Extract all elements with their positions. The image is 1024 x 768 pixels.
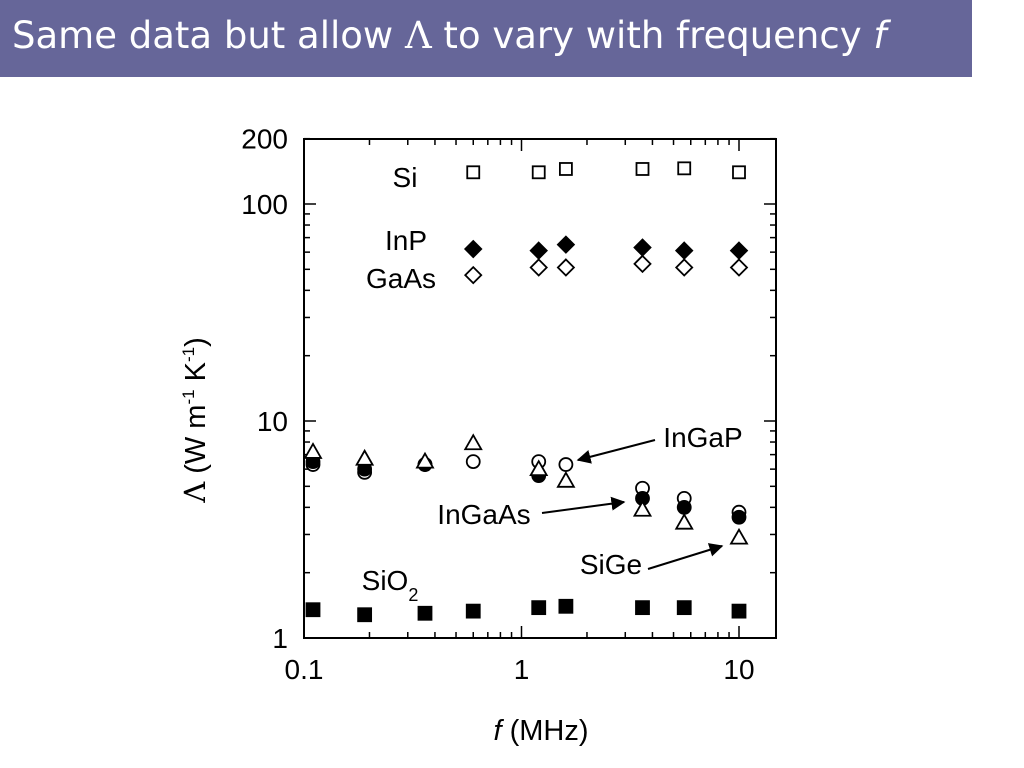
square-marker bbox=[558, 162, 573, 176]
label-sio2: SiO2 bbox=[362, 565, 419, 605]
title-middle: to vary with frequency bbox=[431, 14, 874, 57]
diamond-marker bbox=[529, 241, 548, 260]
y-tick-label: 1 bbox=[272, 623, 288, 654]
x-tick-label: 1 bbox=[514, 654, 530, 685]
square-marker bbox=[635, 600, 650, 616]
arrow-sige bbox=[647, 543, 724, 570]
square-marker bbox=[635, 162, 650, 176]
series-gaas bbox=[463, 254, 749, 285]
diamond-marker bbox=[556, 235, 576, 254]
label-sige: SiGe bbox=[580, 549, 642, 580]
circle-marker bbox=[676, 499, 692, 515]
label-ingaas: InGaAs bbox=[437, 499, 530, 530]
y-axis-title: Λ (W m-1 K-1) bbox=[178, 337, 212, 504]
diamond-marker bbox=[529, 258, 548, 277]
triangle-marker bbox=[303, 442, 323, 459]
circle-marker bbox=[731, 509, 747, 525]
title-prefix: Same data but allow bbox=[12, 14, 405, 57]
triangle-marker bbox=[355, 448, 375, 466]
triangle-marker bbox=[463, 433, 483, 451]
square-marker bbox=[305, 602, 321, 618]
series-inp bbox=[463, 235, 749, 260]
triangle-marker bbox=[729, 527, 749, 545]
square-marker bbox=[676, 600, 692, 616]
x-tick-label: 10 bbox=[723, 654, 754, 685]
square-marker bbox=[531, 600, 547, 616]
square-marker bbox=[558, 598, 574, 614]
triangle-marker bbox=[674, 512, 694, 530]
square-marker bbox=[731, 603, 747, 619]
plot-frame bbox=[303, 138, 777, 639]
triangle-marker bbox=[632, 499, 653, 517]
circle-marker bbox=[465, 454, 481, 469]
y-tick-label: 10 bbox=[257, 406, 288, 437]
y-tick-label: 100 bbox=[241, 189, 288, 220]
diamond-marker bbox=[674, 258, 694, 277]
series-sige bbox=[303, 433, 749, 545]
square-marker bbox=[677, 161, 692, 176]
series-sio2 bbox=[305, 598, 747, 623]
diamond-marker bbox=[633, 254, 652, 274]
diamond-marker bbox=[729, 241, 749, 260]
label-si: Si bbox=[393, 162, 418, 193]
annotations: Si InP GaAs InGaP InGaAs SiGe SiO2 bbox=[362, 162, 743, 605]
label-ingap: InGaP bbox=[663, 422, 742, 453]
triangle-marker bbox=[556, 471, 576, 488]
slide-title: Same data but allow Λ to vary with frequ… bbox=[12, 14, 886, 57]
diamond-marker bbox=[463, 265, 483, 285]
triangle-marker bbox=[415, 451, 435, 469]
square-marker bbox=[732, 165, 746, 180]
diamond-marker bbox=[729, 258, 749, 277]
label-gaas: GaAs bbox=[366, 263, 436, 294]
lambda-symbol: Λ bbox=[404, 14, 432, 57]
arrow-ingap bbox=[576, 439, 656, 464]
title-bar: Same data but allow Λ to vary with frequ… bbox=[0, 0, 972, 77]
series-si bbox=[466, 161, 746, 180]
x-axis-title: f (MHz) bbox=[493, 715, 588, 747]
arrow-ingaas bbox=[541, 496, 626, 514]
y-tick-label: 200 bbox=[241, 124, 288, 155]
circle-marker bbox=[558, 457, 574, 472]
square-marker bbox=[357, 607, 373, 623]
square-marker bbox=[466, 165, 481, 180]
label-inp: InP bbox=[385, 225, 427, 256]
diamond-marker bbox=[463, 239, 483, 259]
square-marker bbox=[417, 605, 433, 621]
diamond-marker bbox=[674, 241, 694, 260]
frequency-symbol: f bbox=[873, 14, 887, 57]
diamond-marker bbox=[633, 238, 652, 257]
axis-ticks bbox=[303, 137, 776, 639]
diamond-marker bbox=[556, 258, 576, 277]
triangle-marker bbox=[529, 459, 549, 477]
x-tick-label: 0.1 bbox=[285, 654, 324, 685]
square-marker bbox=[531, 165, 546, 180]
square-marker bbox=[465, 603, 481, 619]
data-marks bbox=[303, 161, 749, 623]
